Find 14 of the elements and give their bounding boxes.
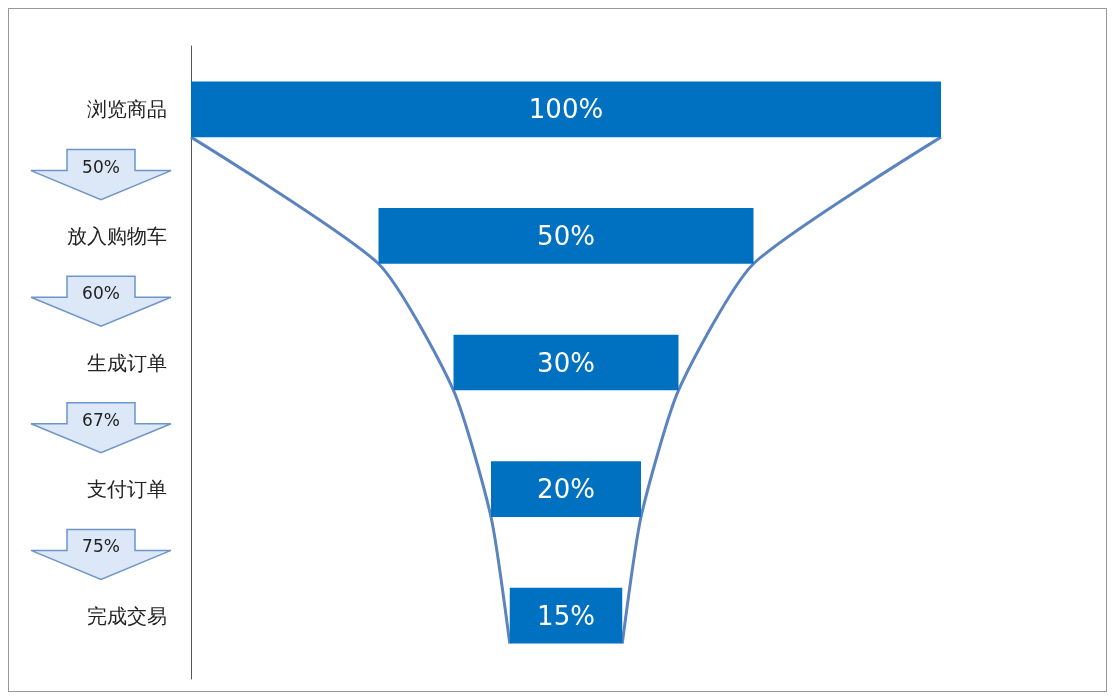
text: 50% xyxy=(82,156,120,177)
data-label: 20% xyxy=(537,474,595,505)
category-label: 放入购物车 xyxy=(67,223,167,248)
data-label: 50% xyxy=(537,220,595,251)
data-label: 15% xyxy=(537,600,595,631)
category-label: 生成订单 xyxy=(87,350,167,375)
text: 60% xyxy=(82,283,120,304)
data-label: 100% xyxy=(528,94,604,125)
text: 67% xyxy=(82,409,120,430)
data-label: 30% xyxy=(537,347,595,378)
text: 75% xyxy=(82,536,120,557)
category-label: 支付订单 xyxy=(87,477,167,502)
category-label: 完成交易 xyxy=(87,603,167,628)
category-label: 浏览商品 xyxy=(87,97,167,122)
